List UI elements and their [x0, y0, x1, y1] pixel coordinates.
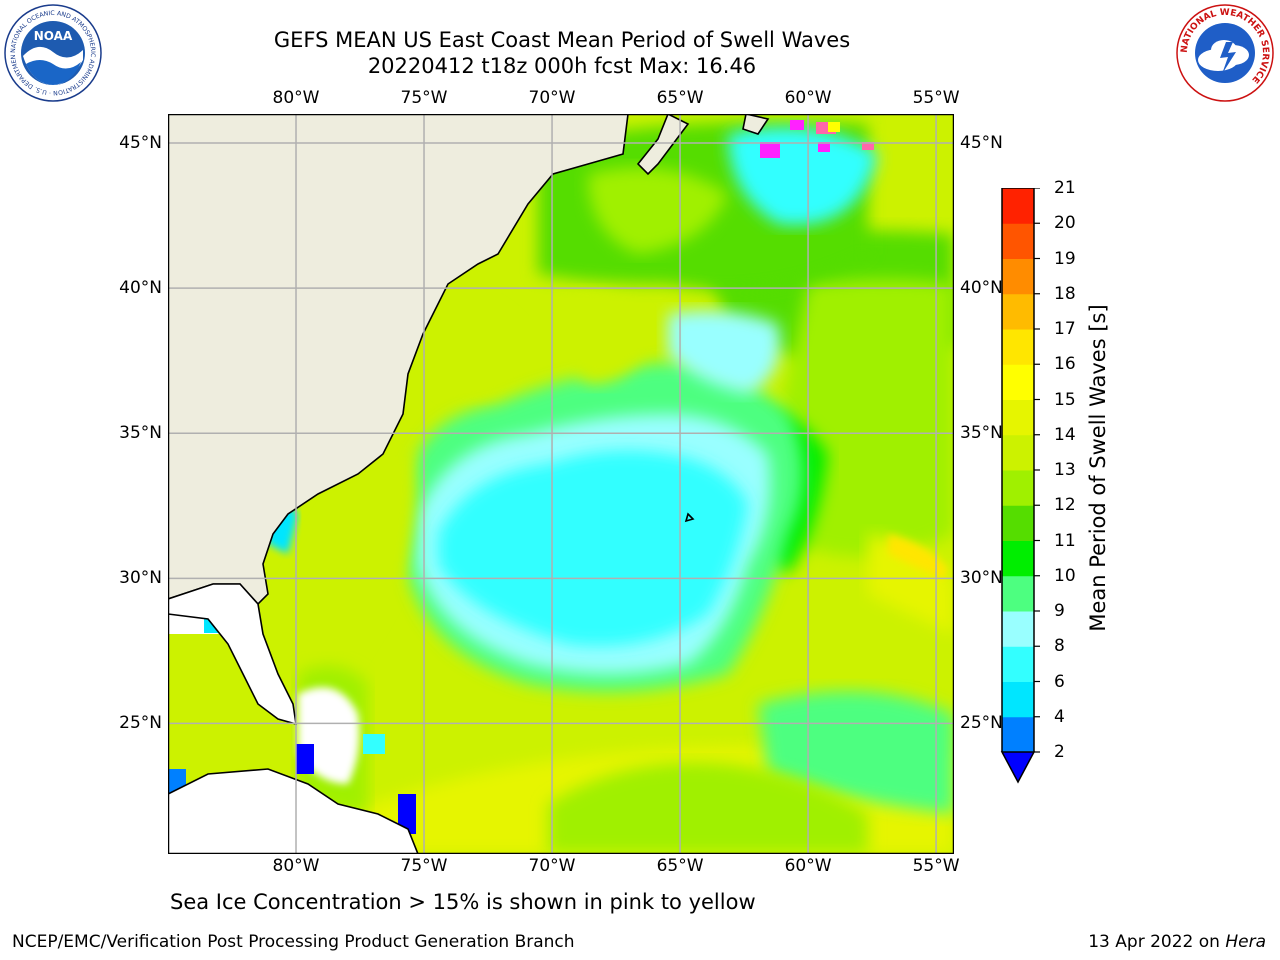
- lat-tick-label-left: 35°N: [119, 423, 162, 444]
- colorbar-level-label: 16: [1054, 354, 1076, 375]
- colorbar-segment: [1002, 646, 1034, 682]
- colorbar-level-label: 12: [1054, 495, 1076, 516]
- noaa-logo-icon: NATIONAL OCEANIC AND ATMOSPHERIC ADMINIS…: [4, 4, 102, 102]
- lon-tick-label-bottom: 80°W: [272, 856, 320, 876]
- colorbar-level-label: 19: [1054, 248, 1076, 269]
- lon-tick-label-bottom: 75°W: [400, 856, 448, 876]
- chart-title: GEFS MEAN US East Coast Mean Period of S…: [273, 28, 851, 52]
- colorbar-level-label: 14: [1054, 424, 1076, 445]
- colorbar-level-label: 18: [1054, 283, 1076, 304]
- colorbar-level-label: 6: [1054, 671, 1065, 692]
- footer-date-text: 13 Apr 2022 on: [1088, 932, 1226, 952]
- sea-ice-note: Sea Ice Concentration > 15% is shown in …: [170, 890, 756, 914]
- colorbar-segment: [1002, 293, 1034, 330]
- colorbar-segment: [1002, 223, 1034, 259]
- colorbar-level-label: 4: [1054, 706, 1065, 727]
- sea-ice-marker: [760, 142, 780, 158]
- lat-tick-label-right: 35°N: [960, 423, 1003, 444]
- lat-tick-label-right: 45°N: [960, 133, 1003, 154]
- colorbar-level-label: 17: [1054, 319, 1076, 339]
- lat-tick-label-left: 45°N: [119, 133, 162, 154]
- colorbar-segment: [1002, 540, 1034, 577]
- sea-ice-marker: [862, 142, 874, 150]
- colorbar-segment: [1002, 188, 1034, 224]
- lon-tick-label-bottom: 55°W: [912, 856, 960, 876]
- lat-tick-label-right: 40°N: [960, 278, 1003, 299]
- footer-date: 13 Apr 2022 on Hera: [1088, 932, 1266, 952]
- colorbar-level-label: 8: [1054, 636, 1065, 657]
- lon-tick-label-bottom: 65°W: [656, 856, 704, 876]
- map-frame: [168, 114, 954, 854]
- noaa-logo-text: NOAA: [34, 29, 73, 43]
- colorbar-level-label: 10: [1054, 565, 1076, 586]
- colorbar-segment: [1002, 575, 1034, 612]
- colorbar-segment: [1002, 399, 1034, 436]
- footer-host: Hera: [1225, 932, 1266, 952]
- lon-tick-label-top: 55°W: [912, 88, 960, 108]
- colorbar-level-label: 9: [1054, 601, 1065, 621]
- lon-tick-label-top: 80°W: [272, 88, 320, 108]
- colorbar-level-label: 20: [1054, 213, 1076, 234]
- colorbar-segment: [1002, 611, 1034, 647]
- sea-ice-marker: [818, 142, 830, 152]
- colorbar-segment: [1002, 434, 1034, 471]
- colorbar-level-label: 13: [1054, 460, 1076, 480]
- colorbar: [1000, 188, 1040, 784]
- lon-tick-label-bottom: 60°W: [784, 856, 832, 876]
- colorbar-segment: [1002, 258, 1034, 295]
- land: [168, 114, 770, 854]
- lon-tick-label-top: 75°W: [400, 88, 448, 108]
- colorbar-title: Mean Period of Swell Waves [s]: [1086, 304, 1110, 632]
- lat-tick-label-left: 30°N: [119, 568, 162, 589]
- swell-period-map: [168, 114, 954, 854]
- gridlines: [168, 114, 954, 854]
- lat-tick-label-left: 40°N: [119, 278, 162, 299]
- colorbar-level-label: 11: [1054, 530, 1076, 551]
- chart-subtitle: 20220412 t18z 000h fcst Max: 16.46: [367, 54, 757, 78]
- lat-tick-label-left: 25°N: [119, 713, 162, 734]
- national-weather-service-logo-icon: NATIONAL WEATHER SERVICE: [1176, 4, 1274, 102]
- lon-tick-label-top: 65°W: [656, 88, 704, 108]
- colorbar-segment: [1002, 470, 1034, 506]
- colorbar-level-label: 15: [1054, 389, 1076, 410]
- sea-ice-marker: [828, 122, 840, 132]
- colorbar-extend-min: [1000, 751, 1036, 784]
- lat-tick-label-right: 30°N: [960, 568, 1003, 589]
- lat-tick-label-right: 25°N: [960, 713, 1003, 734]
- colorbar-segment: [1002, 681, 1034, 718]
- colorbar-segment: [1002, 716, 1034, 753]
- colorbar-segment: [1002, 329, 1034, 365]
- colorbar-segment: [1002, 505, 1034, 541]
- colorbar-segment: [1002, 364, 1034, 400]
- colorbar-level-label: 2: [1054, 742, 1065, 762]
- swell-period-field: [168, 120, 954, 854]
- lon-tick-label-top: 70°W: [528, 88, 576, 108]
- sea-ice-marker: [790, 120, 804, 130]
- lon-tick-label-top: 60°W: [784, 88, 832, 108]
- lon-tick-label-bottom: 70°W: [528, 856, 576, 876]
- footer-branch: NCEP/EMC/Verification Post Processing Pr…: [12, 932, 575, 952]
- colorbar-level-label: 21: [1054, 178, 1076, 198]
